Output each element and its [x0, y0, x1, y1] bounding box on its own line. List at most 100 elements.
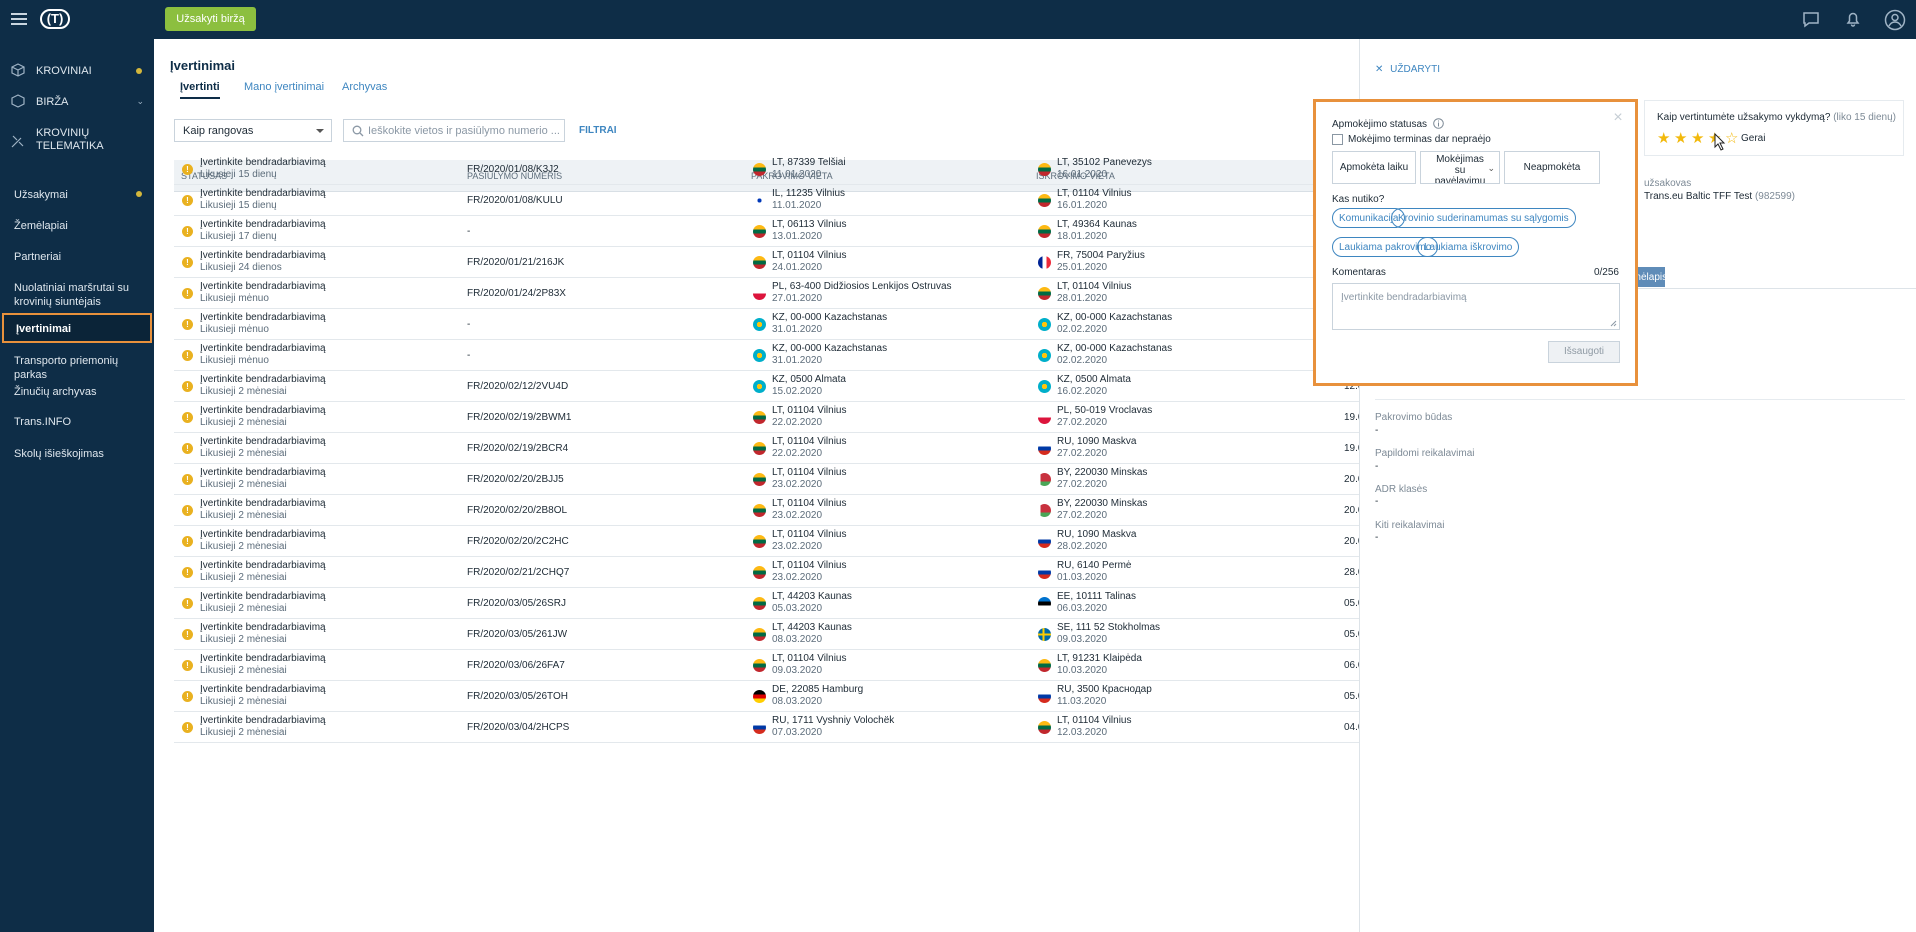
sidebar: KROVINIAI BIRŽA ⌄ KROVINIŲ TELEMATIKA Už…	[0, 39, 154, 932]
flag-lt-icon	[1038, 163, 1051, 176]
table-row[interactable]: ! Įvertinkite bendradarbiavimą Likusieji m…	[174, 309, 1383, 340]
user-avatar-icon[interactable]	[1884, 9, 1906, 31]
tab-archyvas[interactable]: Archyvas	[342, 81, 388, 93]
sidebar-link-zemelapiai[interactable]: Žemėlapiai	[14, 220, 68, 232]
unloading-date: 11.03.2020	[1057, 696, 1107, 707]
search-placeholder: Ieškokite vietos ir pasiūlymo numerio ..…	[368, 125, 560, 137]
table-row[interactable]: ! Įvertinkite bendradarbiavimą Likusieji 2…	[174, 619, 1383, 650]
sidebar-link-label: krovinių siuntėjais	[14, 296, 101, 308]
trans-logo[interactable]: (T)	[40, 9, 70, 29]
star-icon[interactable]: ★	[1657, 130, 1671, 147]
flag-lt-icon	[1038, 287, 1051, 300]
sidebar-item-label: KROVINIŲ	[36, 127, 90, 139]
table-row[interactable]: ! Įvertinkite bendradarbiavimą Likusieji 1…	[174, 185, 1359, 216]
offer-number: FR/2020/03/05/26SRJ	[467, 598, 566, 609]
comment-textarea[interactable]: Įvertinkite bendradarbiavimą	[1332, 283, 1620, 330]
filters-button[interactable]: FILTRAI	[579, 125, 617, 136]
field-label: Papildomi reikalavimai	[1375, 448, 1475, 459]
sidebar-link-transinfo[interactable]: Trans.INFO	[14, 416, 72, 428]
flag-fr-icon	[1038, 256, 1051, 269]
info-icon[interactable]	[1433, 118, 1444, 129]
save-button[interactable]: Išsaugoti	[1548, 341, 1620, 363]
status-text: Įvertinkite bendradarbiavimą	[200, 312, 326, 323]
tab-mano-ivertinimai[interactable]: Mano įvertinimai	[244, 81, 325, 93]
warning-icon: !	[182, 381, 193, 392]
sidebar-link-partneriai[interactable]: Partneriai	[14, 251, 62, 263]
column-header[interactable]: PASIŪLYMO NUMERIS	[467, 171, 563, 181]
unloading-date: 27.02.2020	[1057, 479, 1108, 490]
warning-icon: !	[182, 474, 193, 485]
table-row[interactable]: ! Įvertinkite bendradarbiavimą Likusieji 2…	[174, 681, 1383, 712]
column-header[interactable]: IŠKROVIMO VIETA	[1036, 171, 1115, 181]
sidebar-link-uzsakymai[interactable]: Užsakymai	[14, 189, 68, 201]
sidebar-item-kroviniai[interactable]: KROVINIAI	[0, 63, 154, 83]
order-exchange-button[interactable]: Užsakyti biržą	[165, 7, 256, 31]
table-row[interactable]: ! Įvertinkite bendradarbiavimą Likusieji 1…	[174, 154, 1359, 185]
unpaid-button[interactable]: Neapmokėta	[1504, 151, 1600, 184]
chip-communication[interactable]: Komunikacija	[1332, 208, 1406, 228]
hamburger-menu-icon[interactable]	[8, 8, 30, 30]
table-row[interactable]: ! Įvertinkite bendradarbiavimą Likusieji 2…	[174, 557, 1383, 588]
what-happened-label: Kas nutiko?	[1332, 194, 1385, 205]
table-row[interactable]: ! Įvertinkite bendradarbiavimą Likusieji 2…	[174, 402, 1383, 433]
sidebar-item-telematika[interactable]: KROVINIŲ TELEMATIKA	[0, 127, 154, 157]
unloading-place: FR, 75004 Paryžius	[1057, 250, 1145, 261]
sidebar-item-birza[interactable]: BIRŽA ⌄	[0, 94, 154, 114]
table-row[interactable]: ! Įvertinkite bendradarbiavimą Likusieji m…	[174, 340, 1383, 371]
offer-number: FR/2020/02/19/2BCR4	[467, 443, 569, 454]
loading-date: 23.02.2020	[772, 541, 823, 552]
bell-icon[interactable]	[1843, 9, 1863, 29]
paid-late-label: pavėlavimu	[1434, 176, 1486, 184]
close-icon[interactable]: ×	[1613, 109, 1623, 126]
sidebar-link-ivertinimai[interactable]: Įvertinimai	[2, 313, 152, 343]
search-input[interactable]: Ieškokite vietos ir pasiūlymo numerio ..…	[343, 119, 565, 142]
resize-handle-icon[interactable]	[1610, 320, 1617, 327]
close-panel-button[interactable]: ✕ UŽDARYTI	[1375, 64, 1440, 75]
status-remaining: Likusieji mėnuo	[200, 293, 269, 304]
table-row[interactable]: ! Įvertinkite bendradarbiavimą Likusieji 2…	[174, 526, 1383, 557]
chip-waiting-loading[interactable]: Laukiama pakrovimo	[1332, 237, 1439, 257]
field-value: -	[1375, 461, 1379, 472]
chip-cargo-compliance[interactable]: Krovinio suderinamumas su sąlygomis	[1391, 208, 1576, 228]
sidebar-link-routes[interactable]: Nuolatiniai maršrutai su krovinių siuntė…	[14, 281, 154, 309]
sidebar-link-debt[interactable]: Skolų išieškojimas	[14, 448, 104, 460]
table-row[interactable]: ! Įvertinkite bendradarbiavimą Likusieji 2…	[174, 712, 1383, 743]
table-row[interactable]: ! Įvertinkite bendradarbiavimą Likusieji m…	[174, 278, 1359, 309]
table-row[interactable]: ! Įvertinkite bendradarbiavimą Likusieji 2…	[174, 433, 1383, 464]
column-header[interactable]: PAKROVIMO VIETA	[751, 171, 833, 181]
star-icon[interactable]: ☆	[1725, 130, 1739, 147]
unloading-date: 28.01.2020	[1057, 293, 1108, 304]
warning-icon: !	[182, 505, 193, 516]
star-icon[interactable]: ★	[1674, 130, 1688, 147]
chat-icon[interactable]	[1801, 9, 1821, 29]
field-label: ADR klasės	[1375, 484, 1428, 495]
table-row[interactable]: ! Įvertinkite bendradarbiavimą Likusieji 2…	[174, 371, 1383, 402]
column-header[interactable]: STATUSAS	[181, 171, 228, 181]
chip-waiting-unloading[interactable]: Laukiama iškrovimo	[1417, 237, 1520, 257]
table-row[interactable]: ! Įvertinkite bendradarbiavimą Likusieji 2…	[174, 495, 1383, 526]
table-row[interactable]: ! Įvertinkite bendradarbiavimą Likusieji 2…	[174, 464, 1383, 495]
role-select[interactable]: Kaip rangovas	[174, 119, 332, 142]
loading-date: 23.02.2020	[772, 479, 823, 490]
table-row[interactable]: ! Įvertinkite bendradarbiavimą Likusieji 1…	[174, 216, 1359, 247]
warning-icon: !	[182, 164, 193, 175]
tab-ivertinti[interactable]: Įvertinti	[180, 81, 220, 99]
table-row[interactable]: ! Įvertinkite bendradarbiavimą Likusieji 2…	[174, 588, 1383, 619]
flag-il-icon	[753, 194, 766, 207]
sidebar-link-fleet[interactable]: Transporto priemonių parkas	[14, 355, 119, 381]
payment-term-checkbox[interactable]	[1332, 134, 1343, 145]
offer-number: FR/2020/02/20/2C2HC	[467, 536, 569, 547]
offer-number: FR/2020/02/21/2CHQ7	[467, 567, 570, 578]
star-icon[interactable]: ★	[1691, 130, 1705, 147]
loading-place: LT, 44203 Kaunas	[772, 622, 852, 633]
table-row[interactable]: ! Įvertinkite bendradarbiavimą Likusieji 2…	[174, 650, 1383, 681]
paid-late-dropdown[interactable]: Mokėjimas su pavėlavimu ⌄	[1420, 151, 1500, 184]
rating-label: Gerai	[1741, 133, 1766, 144]
flag-ru-icon	[1038, 566, 1051, 579]
paid-on-time-button[interactable]: Apmokėta laiku	[1332, 151, 1416, 184]
table-row[interactable]: ! Įvertinkite bendradarbiavimą Likusieji 2…	[174, 247, 1359, 278]
sidebar-link-archive[interactable]: Žinučių archyvas	[14, 386, 97, 398]
warning-icon: !	[182, 536, 193, 547]
status-remaining: Likusieji 24 dienos	[200, 262, 282, 273]
orderer-id: (982599)	[1754, 191, 1795, 202]
